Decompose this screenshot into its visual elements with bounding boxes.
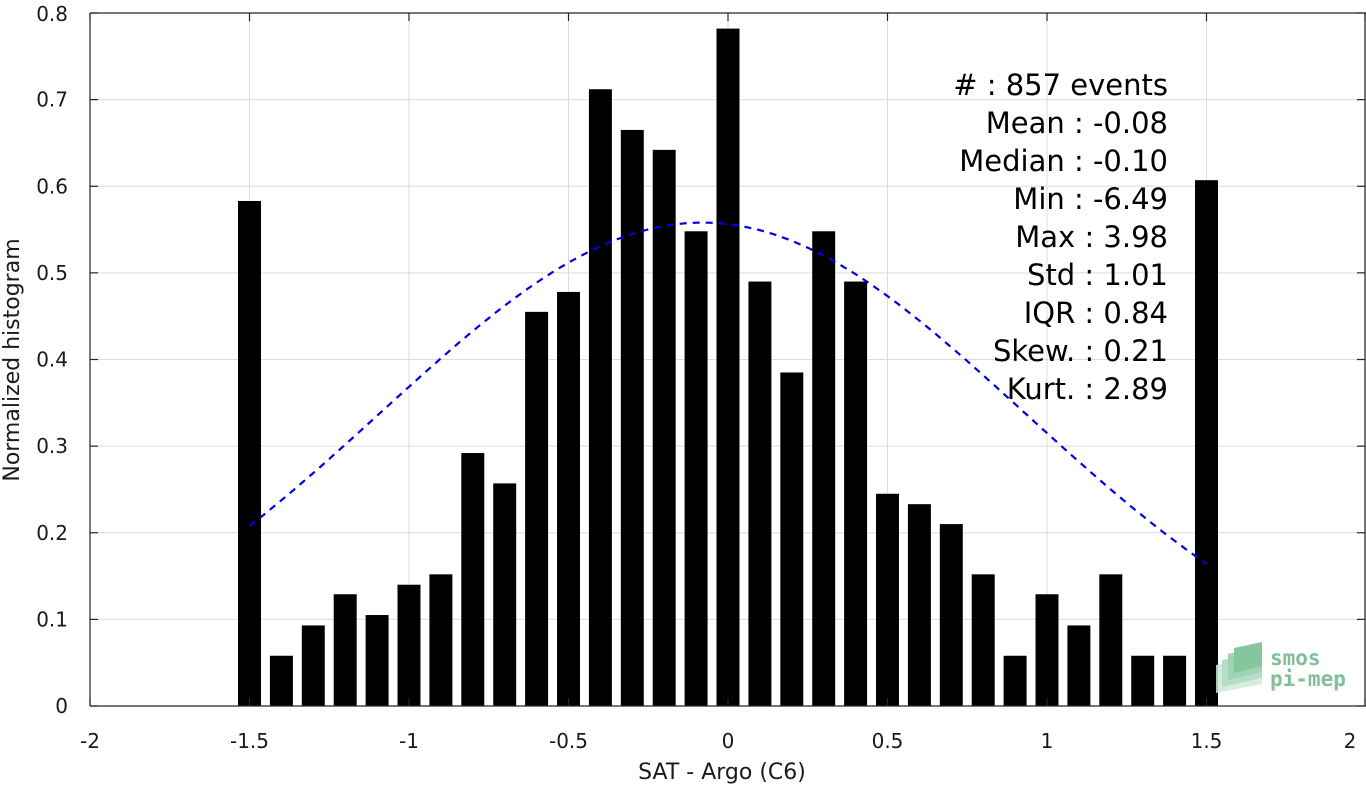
y-tick-label-5: 0.5 [36,261,68,285]
stat-line-7: Skew. : 0.21 [993,334,1168,368]
y-tick-label-8: 0.8 [36,2,68,26]
y-tick-label-0: 0 [55,694,68,718]
y-tick-label-6: 0.6 [36,174,68,198]
histogram-bar-15 [716,28,740,706]
smos-pi-mep-logo: smos pi-mep [1216,642,1346,693]
x-tick-label-1: -1.5 [230,729,269,753]
histogram-bar-10 [557,291,580,706]
stat-line-5: Std : 1.01 [1027,258,1168,292]
histogram-bar-21 [907,504,931,706]
histogram-bar-28 [1131,655,1155,706]
stat-line-0: # : 857 events [953,68,1168,102]
histogram-bar-24 [1003,655,1027,706]
histogram-bar-22 [939,524,963,706]
stat-line-1: Mean : -0.08 [986,106,1168,140]
histogram-bar-26 [1067,625,1091,706]
histogram-bar-20 [876,493,899,706]
stat-line-4: Max : 3.98 [1015,220,1168,254]
histogram-bar-19 [844,281,868,706]
statistics-box: # : 857 events Mean : -0.08 Median : -0.10… [953,68,1168,406]
y-axis-ticks: 0 0.1 0.2 0.3 0.4 0.5 0.6 0.7 0.8 [36,2,1365,718]
histogram-bar-1 [269,655,293,706]
y-tick-label-2: 0.2 [36,521,68,545]
logo-text-line1: smos [1270,646,1321,670]
x-tick-label-0: -2 [80,729,100,753]
y-tick-label-3: 0.3 [36,434,68,458]
histogram-bar-29 [1163,655,1187,706]
logo-text-line2: pi-mep [1270,667,1346,691]
histogram-bar-23 [971,574,995,706]
y-tick-label-1: 0.1 [36,607,68,631]
stat-line-6: IQR : 0.84 [1024,296,1168,330]
histogram-bar-5 [397,584,421,706]
x-tick-label-7: 1.5 [1191,729,1223,753]
stat-line-3: Min : -6.49 [1013,182,1168,216]
x-tick-label-5: 0.5 [872,729,904,753]
histogram-bar-25 [1035,594,1059,706]
x-tick-label-8: 2 [1344,729,1357,753]
y-axis-title: Normalized histogram [0,238,25,481]
histogram-bar-30 [1195,180,1218,706]
stat-line-8: Kurt. : 2.89 [1007,372,1168,406]
histogram-bar-4 [365,615,389,706]
histogram-bar-27 [1099,574,1123,706]
histogram-bar-7 [461,453,485,706]
histogram-bar-12 [620,129,644,707]
histogram-bar-14 [684,231,708,707]
y-tick-label-4: 0.4 [36,348,68,372]
histogram-bar-6 [429,574,453,706]
histogram-bar-3 [333,594,357,706]
x-tick-label-4: 0 [722,729,735,753]
histogram-bar-2 [301,625,325,706]
x-tick-label-6: 1 [1041,729,1054,753]
x-tick-label-2: -1 [399,729,419,753]
histogram-bar-11 [588,89,612,707]
logo-mark-icon [1216,642,1262,693]
x-axis-title: SAT - Argo (C6) [638,760,806,785]
y-tick-label-7: 0.7 [36,88,68,112]
histogram-bar-18 [812,231,836,707]
histogram-bar-16 [748,281,772,706]
histogram-bars [238,28,1218,707]
gaussian-fit-curve [248,221,1208,565]
histogram-bar-9 [525,311,549,706]
histogram-bar-13 [652,149,676,706]
x-axis-ticks: -2 -1.5 -1 -0.5 0 0.5 1 1.5 2 [80,13,1366,753]
histogram-bar-0 [238,200,261,706]
histogram-bar-8 [493,483,517,706]
x-tick-label-3: -0.5 [549,729,588,753]
histogram-bar-17 [780,372,804,706]
stat-line-2: Median : -0.10 [959,144,1168,178]
